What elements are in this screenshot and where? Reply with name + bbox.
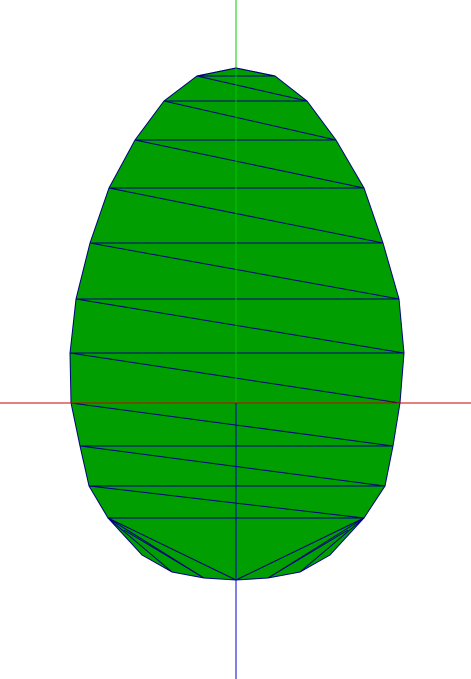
mesh-edge [79,445,386,487]
mesh-edge [89,242,400,300]
mesh-edge [267,529,349,579]
mesh-edge [69,352,401,404]
mesh-edge [196,75,308,102]
mesh-edge [123,529,205,579]
mesh-edge [108,187,384,244]
mesh-edge [299,517,365,573]
mesh-edge [107,517,173,573]
mesh-edge [134,139,365,189]
egg-mesh[interactable] [70,68,404,580]
mesh-edge [75,298,405,354]
mesh-edge [235,517,365,581]
mesh-edge [70,402,394,447]
mesh-edge [88,485,365,519]
mesh-edge [107,517,237,581]
mesh-edge [163,100,337,141]
